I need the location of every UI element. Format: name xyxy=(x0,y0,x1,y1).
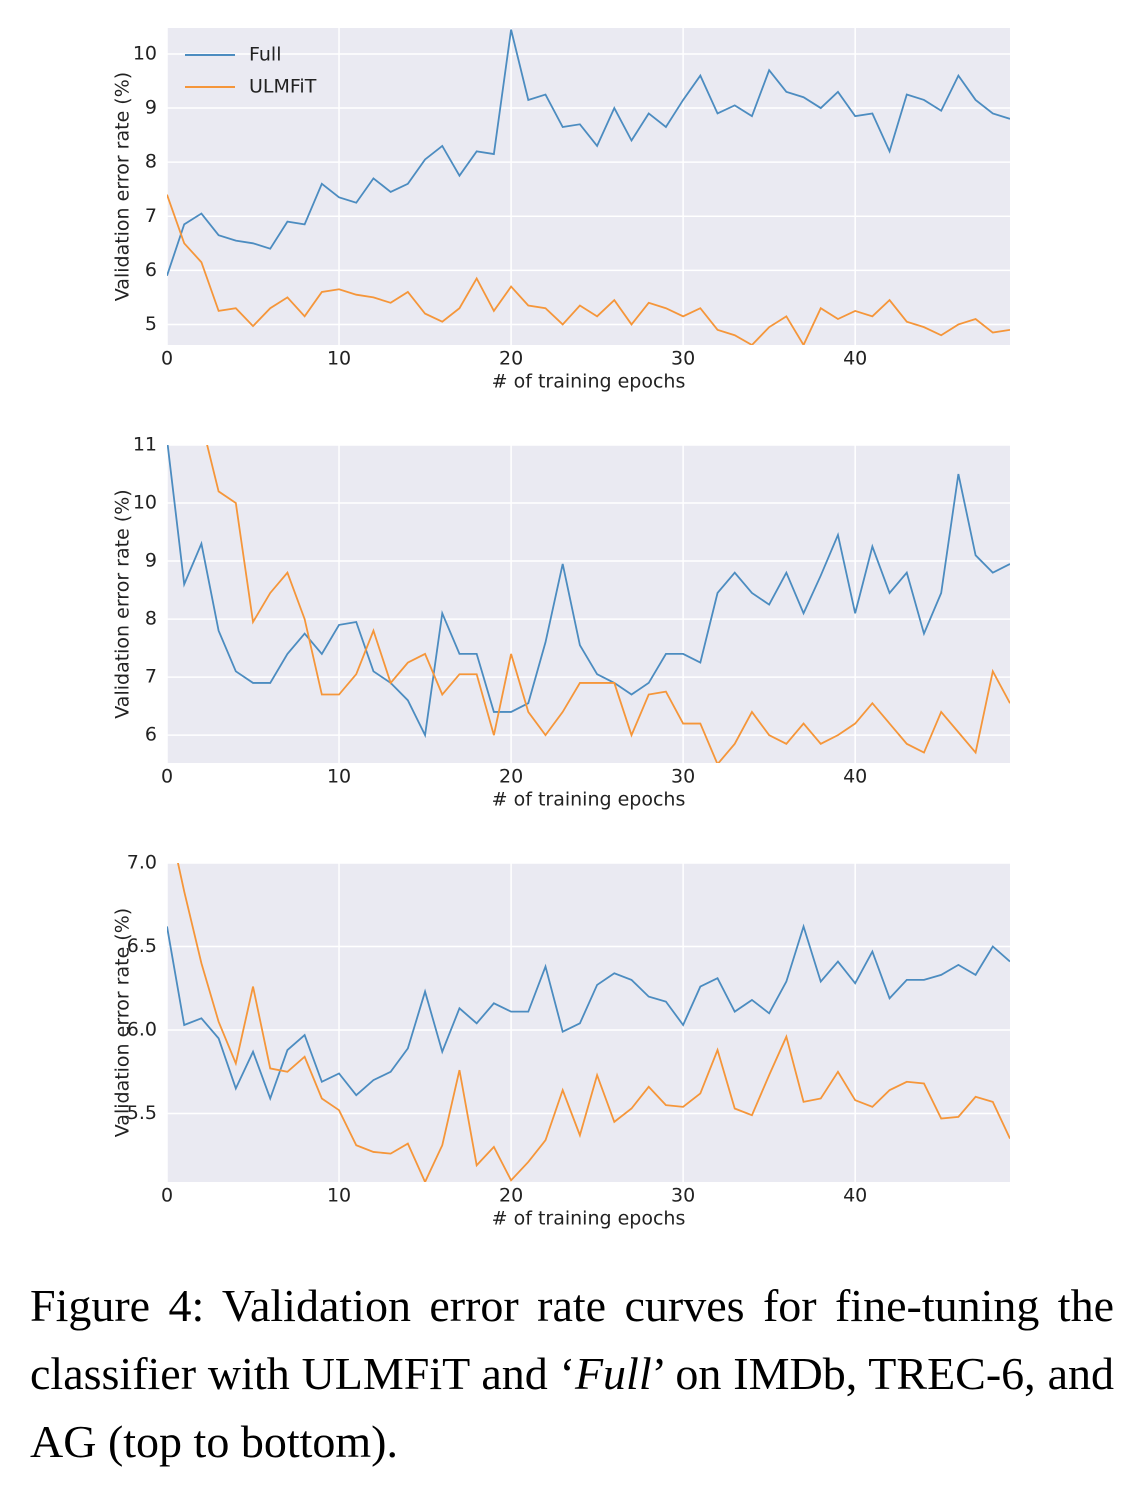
x-axis-label: # of training epochs xyxy=(492,1208,686,1230)
x-tick-label: 30 xyxy=(671,766,695,788)
series-line xyxy=(167,194,1010,345)
x-axis-label: # of training epochs xyxy=(492,371,686,393)
y-tick-label: 6 xyxy=(145,724,157,746)
series-line xyxy=(206,445,1010,763)
y-tick-label: 5 xyxy=(145,313,157,335)
x-tick-label: 10 xyxy=(327,1185,351,1207)
y-axis-label: Validation error rate (%) xyxy=(112,489,134,718)
x-tick-label: 10 xyxy=(327,348,351,370)
x-tick-label: 30 xyxy=(671,348,695,370)
legend-label: Full xyxy=(249,44,282,66)
x-tick-label: 0 xyxy=(161,348,173,370)
x-tick-label: 0 xyxy=(161,1185,173,1207)
x-tick-label: 40 xyxy=(843,766,867,788)
plot-area xyxy=(167,863,1010,1182)
x-tick-label: 10 xyxy=(327,766,351,788)
series-line xyxy=(177,863,1010,1182)
y-axis-label: Validation error rate (%) xyxy=(112,72,134,301)
y-tick-label: 6.5 xyxy=(127,935,157,957)
y-tick-label: 7 xyxy=(145,666,157,688)
x-tick-label: 40 xyxy=(843,348,867,370)
x-tick-label: 30 xyxy=(671,1185,695,1207)
series-line xyxy=(167,29,1010,277)
y-tick-label: 7 xyxy=(145,205,157,227)
caption-emphasis: Full xyxy=(574,1348,652,1399)
figure: 5 6 7 8 9 10 0 10 20 30 40 # of training epochs Vali… xyxy=(112,28,1010,1230)
caption-text: ’ on IMDb, TREC-6, and AG (top to bottom… xyxy=(30,1348,1114,1467)
plot-area xyxy=(167,445,1010,763)
y-tick-label: 6 xyxy=(145,259,157,281)
caption: Figure 4: Validation error rate curves f… xyxy=(30,1272,1114,1476)
y-tick-label: 5.5 xyxy=(127,1102,157,1124)
x-axis-label: # of training epochs xyxy=(492,789,686,811)
plot-area xyxy=(167,28,1010,345)
y-tick-label: 11 xyxy=(133,434,157,456)
y-tick-label: 10 xyxy=(133,42,157,64)
y-tick-label: 6.0 xyxy=(127,1019,157,1041)
x-tick-label: 20 xyxy=(499,1185,523,1207)
caption-text: Figure 4: Validation error rate curves f… xyxy=(30,1280,1114,1399)
series-line xyxy=(167,445,1010,739)
y-tick-label: 8 xyxy=(145,151,157,173)
y-tick-label: 8 xyxy=(145,608,157,630)
y-tick-label: 9 xyxy=(145,550,157,572)
y-tick-label: 9 xyxy=(145,97,157,119)
y-axis-label: Validation error rate (%) xyxy=(112,908,134,1137)
y-tick-label: 10 xyxy=(133,492,157,514)
x-tick-label: 40 xyxy=(843,1185,867,1207)
x-tick-label: 20 xyxy=(499,766,523,788)
x-tick-label: 20 xyxy=(499,348,523,370)
x-tick-label: 0 xyxy=(161,766,173,788)
series-line xyxy=(167,923,1010,1102)
legend-label: ULMFiT xyxy=(249,76,317,98)
y-tick-label: 7.0 xyxy=(127,852,157,874)
